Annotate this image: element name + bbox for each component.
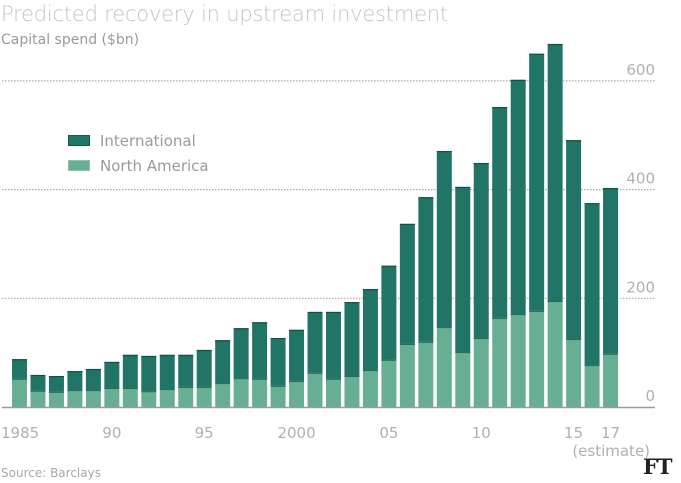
legend-label-north-america: North America [100, 156, 209, 175]
bar-north-america-2000 [289, 380, 305, 407]
gridlines [2, 80, 655, 299]
bar-north-america-2004 [362, 370, 378, 407]
bar-north-america-1991 [122, 387, 138, 407]
x-tick-label-2010: 10 [472, 424, 491, 442]
bar-north-america-2013 [529, 310, 545, 407]
bar-international-2003 [344, 302, 360, 377]
legend-swatch-international [68, 135, 90, 146]
x-tick-label-1995: 95 [195, 424, 214, 442]
bar-international-2014 [547, 43, 563, 302]
bar-international-2008 [436, 151, 452, 328]
bar-north-america-2001 [307, 372, 323, 407]
bar-international-1995 [196, 349, 212, 387]
x-tick-label-2005: 05 [379, 424, 398, 442]
bar-north-america-1997 [233, 378, 249, 407]
bar-international-1986 [30, 374, 46, 391]
bar-north-america-2010 [473, 337, 489, 407]
source-note: Source: Barclays [1, 466, 101, 480]
legend: International North America [68, 128, 209, 178]
bar-international-2007 [418, 197, 434, 342]
bar-international-1997 [233, 328, 249, 379]
bar-international-2002 [325, 311, 341, 379]
bar-international-2001 [307, 311, 323, 373]
bar-international-1998 [252, 322, 268, 379]
bar-international-2011 [492, 106, 508, 318]
bar-international-1987 [48, 376, 64, 392]
bar-north-america-2007 [418, 341, 434, 407]
bar-north-america-2017 [603, 353, 619, 407]
bar-international-2016 [584, 203, 600, 366]
x-tick-label-1990: 90 [102, 424, 121, 442]
bar-north-america-2014 [547, 301, 563, 407]
y-tick-label-0: 0 [645, 387, 655, 405]
chart-title: Predicted recovery in upstream investmen… [1, 2, 448, 26]
ft-logo: FT [643, 454, 673, 479]
bar-north-america-1995 [196, 386, 212, 407]
bar-north-america-2006 [399, 343, 415, 407]
bar-international-1985 [12, 359, 27, 379]
bar-north-america-2008 [436, 327, 452, 407]
x-tick-label-1985: 1985 [1, 424, 39, 442]
bar-north-america-2005 [381, 359, 397, 407]
bar-international-1996 [215, 340, 231, 384]
bar-north-america-1996 [215, 383, 231, 407]
bar-international-1990 [104, 361, 120, 388]
y-tick-label-200: 200 [626, 278, 655, 296]
bar-international-2006 [399, 223, 415, 344]
bar-international-1992 [141, 355, 157, 392]
bar-north-america-2003 [344, 376, 360, 407]
bar-international-1994 [178, 354, 194, 387]
bar-north-america-1985 [12, 378, 27, 407]
bar-north-america-2011 [492, 317, 508, 407]
bar-north-america-1986 [30, 390, 46, 407]
bar-international-2012 [510, 79, 526, 315]
bar-north-america-1998 [252, 378, 268, 407]
bar-north-america-2012 [510, 314, 526, 407]
legend-item-north-america: North America [68, 153, 209, 178]
bar-north-america-2009 [455, 352, 471, 407]
bar-international-2015 [566, 140, 582, 340]
y-tick-label-600: 600 [626, 61, 655, 79]
bar-international-2005 [381, 265, 397, 360]
bar-north-america-1992 [141, 391, 157, 407]
bar-international-2000 [289, 329, 305, 381]
x-tick-label-2000: 2000 [277, 424, 315, 442]
bar-north-america-1994 [178, 386, 194, 407]
bar-international-2004 [362, 289, 378, 371]
bar-international-2017 [603, 187, 619, 354]
axes: 0 200 400 600 1985 90 95 2000 05 10 15 17(estimate) [1, 61, 655, 460]
bar-north-america-2015 [566, 339, 582, 407]
bar-international-1991 [122, 354, 138, 388]
bar-north-america-2002 [325, 378, 341, 407]
x-tick-label-2017: 17 [601, 424, 620, 442]
legend-label-international: International [100, 131, 196, 150]
bar-international-1988 [67, 371, 83, 391]
bar-international-2009 [455, 186, 471, 353]
bar-international-2010 [473, 162, 489, 338]
legend-swatch-north-america [68, 160, 90, 171]
y-tick-label-400: 400 [626, 170, 655, 188]
bar-north-america-1989 [85, 390, 101, 407]
bar-north-america-1987 [48, 391, 64, 407]
bar-north-america-1993 [159, 389, 175, 407]
bar-international-1989 [85, 368, 101, 391]
bar-international-2013 [529, 53, 545, 311]
bar-north-america-1990 [104, 387, 120, 407]
bars [12, 43, 619, 407]
legend-item-international: International [68, 128, 209, 153]
x-tick-label-2015: 15 [564, 424, 583, 442]
bar-north-america-2016 [584, 365, 600, 407]
estimate-annotation: (estimate) [572, 442, 650, 460]
bar-north-america-1988 [67, 390, 83, 407]
bar-north-america-1999 [270, 385, 286, 407]
bar-international-1999 [270, 337, 286, 386]
chart-subtitle: Capital spend ($bn) [1, 32, 140, 48]
bar-international-1993 [159, 354, 175, 390]
